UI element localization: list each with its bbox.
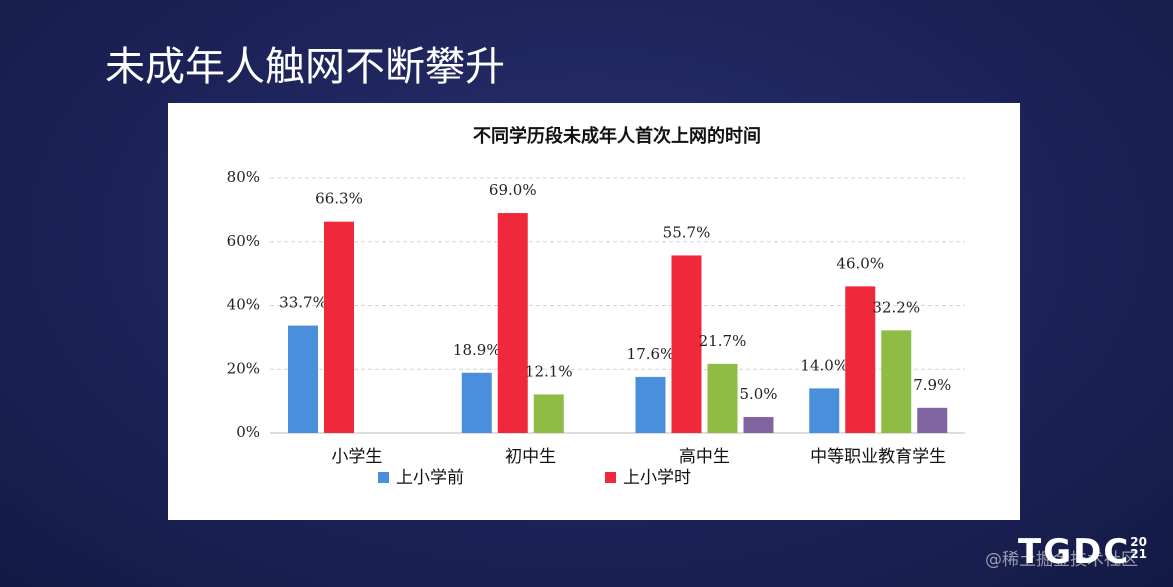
watermark: @稀土掘金技术社区 xyxy=(985,550,1138,570)
value-label: 14.0% xyxy=(800,356,848,374)
bar xyxy=(881,330,912,433)
bar xyxy=(707,363,738,433)
value-label: 12.1% xyxy=(525,362,573,380)
value-label: 69.0% xyxy=(489,181,537,199)
logo: TGDC20 21 xyxy=(1018,532,1147,572)
bar xyxy=(635,376,666,433)
y-tick-label: 80% xyxy=(227,168,260,186)
value-label: 66.3% xyxy=(315,190,363,208)
value-label: 33.7% xyxy=(279,294,327,312)
logo-text: TGDC xyxy=(1018,532,1131,572)
value-label: 17.6% xyxy=(627,345,675,363)
chart: 不同学历段未成年人首次上网的时间 0% 20% 40% 60% 80% 小学生 初中生 高中生… xyxy=(227,125,965,488)
bar xyxy=(461,372,492,433)
bar xyxy=(671,255,702,433)
bar xyxy=(809,388,840,433)
legend-label: 上小学前 xyxy=(396,468,464,488)
y-tick-label: 0% xyxy=(236,423,260,441)
bar xyxy=(743,417,774,433)
x-tick-label: 初中生 xyxy=(505,447,556,467)
x-tick-label: 中等职业教育学生 xyxy=(810,447,946,467)
bar xyxy=(324,221,354,433)
value-label: 21.7% xyxy=(699,332,747,350)
y-tick-label: 60% xyxy=(227,232,260,250)
x-tick-label: 小学生 xyxy=(331,447,382,467)
y-tick-label: 20% xyxy=(227,359,260,377)
legend-swatch xyxy=(605,472,616,483)
bar xyxy=(845,286,876,433)
bar xyxy=(288,325,318,433)
chart-title: 不同学历段未成年人首次上网的时间 xyxy=(473,125,761,147)
slide-title: 未成年人触网不断攀升 xyxy=(105,44,505,90)
y-tick-label: 40% xyxy=(227,296,260,314)
value-label: 7.9% xyxy=(913,376,951,394)
value-label: 46.0% xyxy=(836,254,884,272)
logo-year-top: 20 xyxy=(1130,535,1147,549)
logo-year-bottom: 21 xyxy=(1130,547,1147,561)
chart-panel: 不同学历段未成年人首次上网的时间 0% 20% 40% 60% 80% 小学生 初中生 高中生… xyxy=(168,103,1020,520)
bar xyxy=(497,213,528,433)
value-label: 5.0% xyxy=(739,385,777,403)
value-label: 55.7% xyxy=(663,223,711,241)
bar xyxy=(917,407,948,433)
legend-swatch xyxy=(378,472,389,483)
bar xyxy=(533,394,564,433)
x-tick-label: 高中生 xyxy=(679,447,730,467)
value-label: 32.2% xyxy=(872,298,920,316)
legend-label: 上小学时 xyxy=(623,468,691,488)
value-label: 18.9% xyxy=(453,341,501,359)
